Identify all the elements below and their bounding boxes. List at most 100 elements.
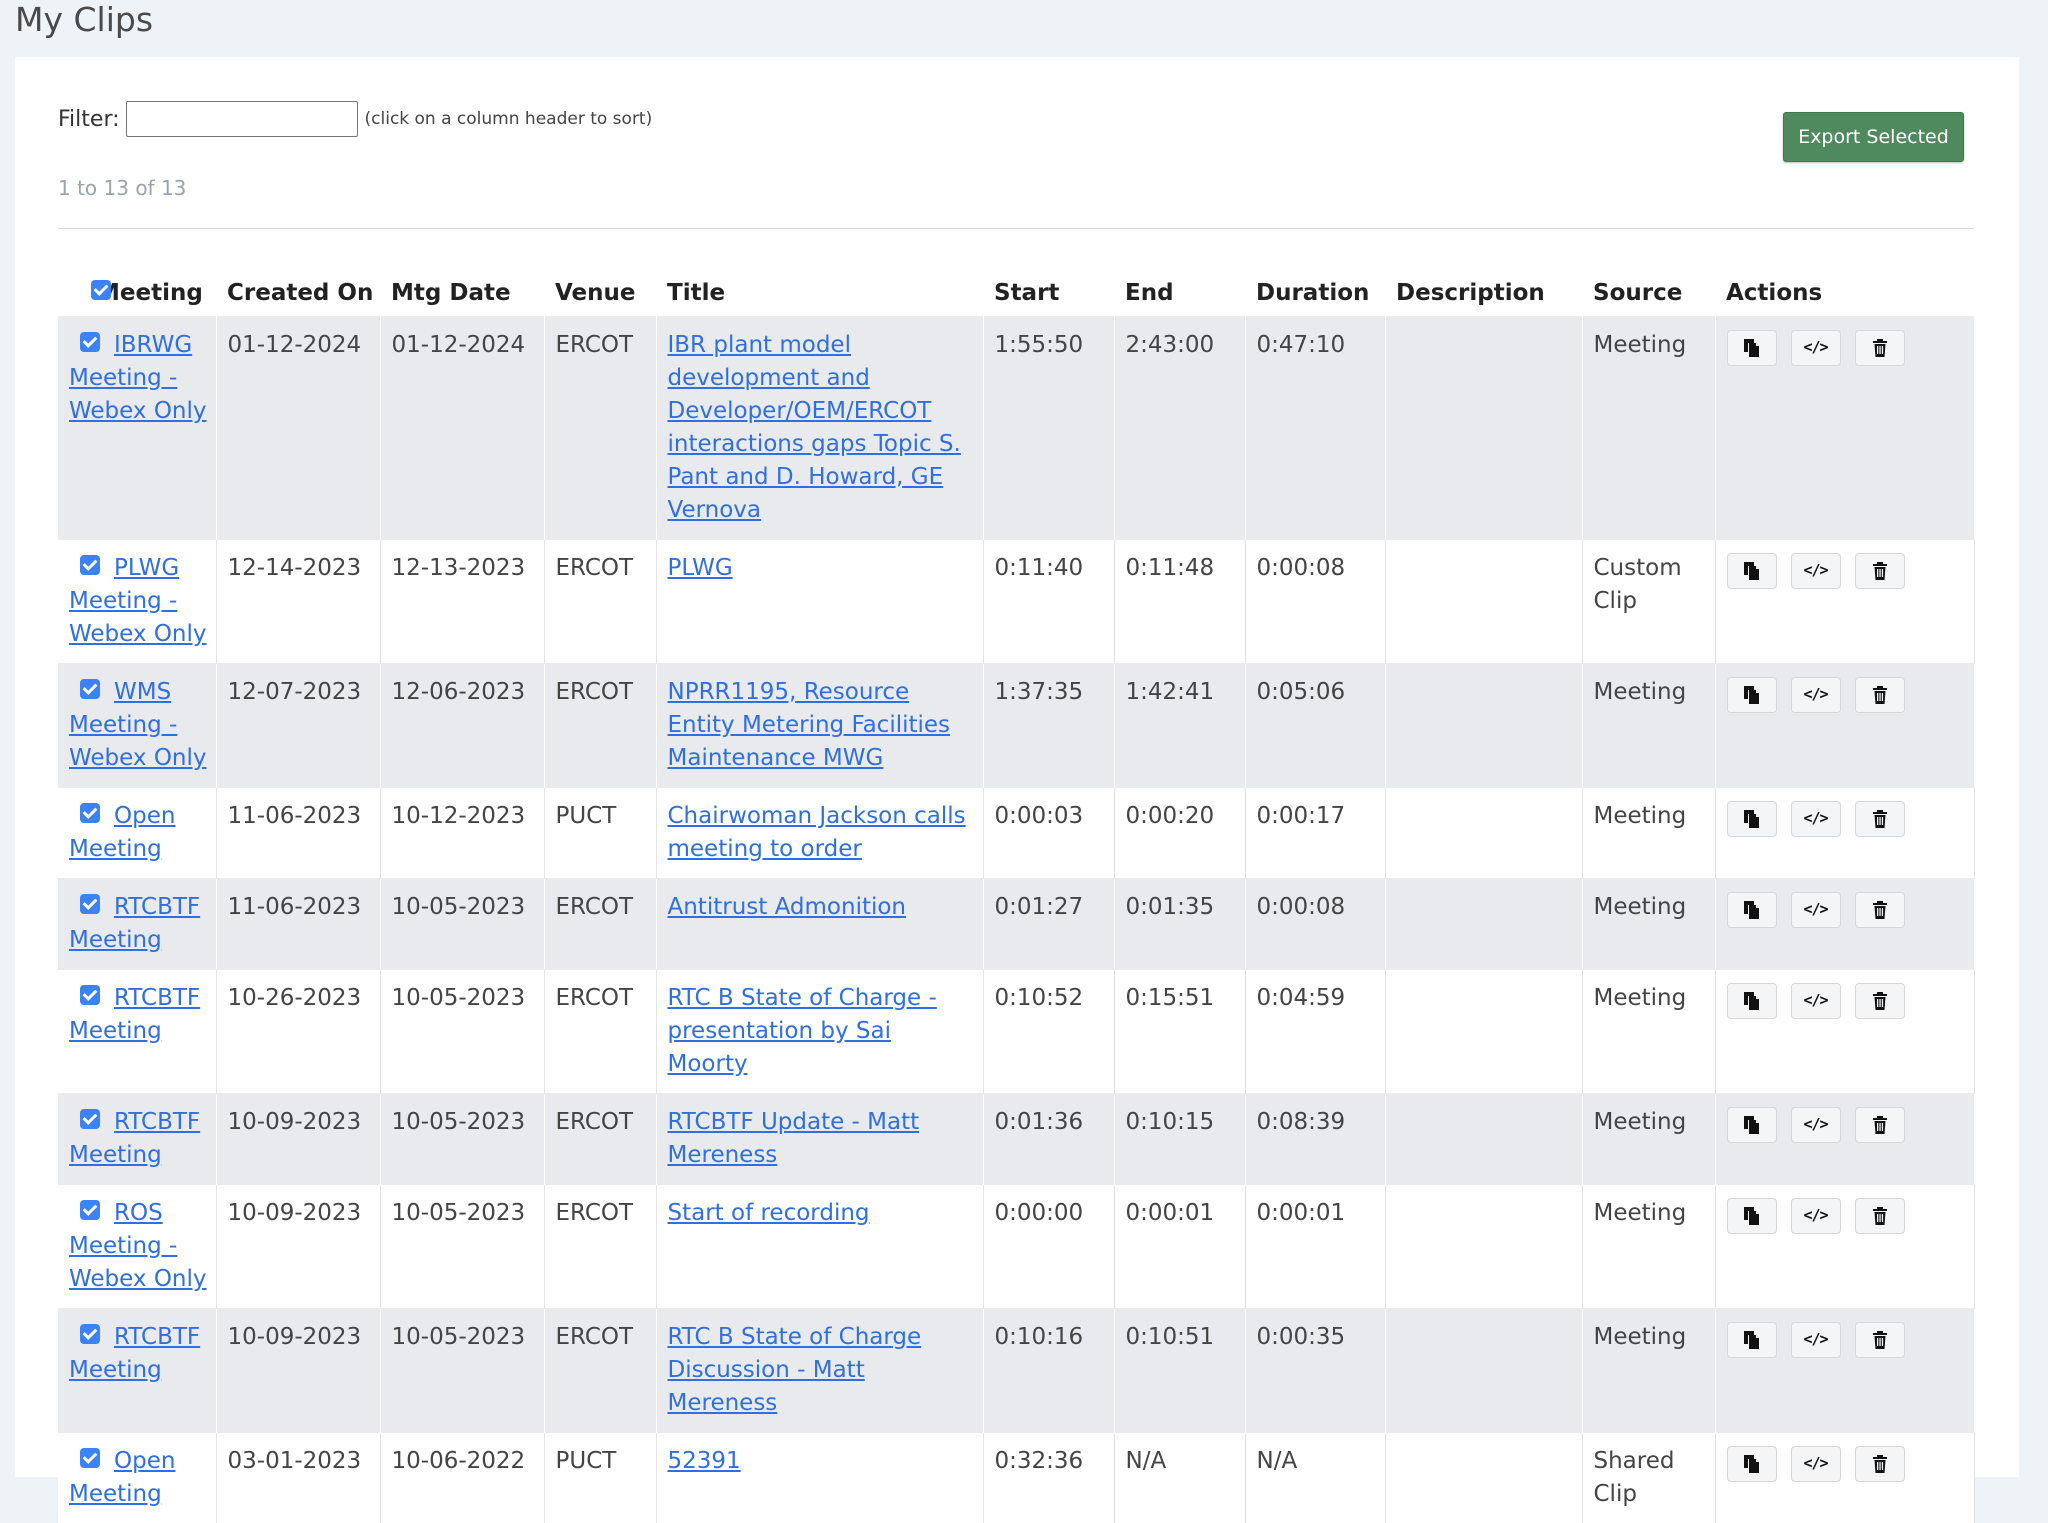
row-checkbox[interactable] <box>80 985 100 1005</box>
meeting-link[interactable]: RTCBTF Meeting <box>69 1108 201 1168</box>
cell-actions: </> <box>1715 878 1975 969</box>
delete-button[interactable] <box>1854 552 1905 589</box>
meeting-link[interactable]: WMS Meeting - Webex Only <box>69 678 207 771</box>
code-icon: </> <box>1803 561 1828 579</box>
meeting-link[interactable]: RTCBTF Meeting <box>69 984 201 1044</box>
title-link[interactable]: IBR plant model development and Develope… <box>667 331 961 523</box>
cell-start: 0:32:36 <box>983 1432 1115 1523</box>
cell-actions: </> <box>1715 1432 1975 1523</box>
filter-input[interactable] <box>125 101 358 137</box>
column-header-start[interactable]: Start <box>994 279 1060 306</box>
table-header-row: Meeting Created On Mtg Date Venue Title … <box>58 242 1974 316</box>
embed-code-button[interactable]: </> <box>1790 982 1841 1019</box>
delete-button[interactable] <box>1854 1106 1905 1143</box>
cell-duration: 0:04:59 <box>1245 969 1386 1093</box>
copy-button[interactable] <box>1726 676 1777 713</box>
row-checkbox[interactable] <box>80 894 100 914</box>
embed-code-button[interactable]: </> <box>1790 676 1841 713</box>
delete-button[interactable] <box>1854 329 1905 366</box>
delete-button[interactable] <box>1854 1197 1905 1234</box>
title-link[interactable]: 52391 <box>667 1447 741 1474</box>
cell-title: Antitrust Admonition <box>656 878 984 969</box>
row-checkbox[interactable] <box>80 1448 100 1468</box>
row-actions: </> <box>1726 1197 1966 1234</box>
embed-code-button[interactable]: </> <box>1790 1321 1841 1358</box>
cell-description <box>1385 316 1583 539</box>
title-link[interactable]: RTC B State of Charge Discussion - Matt … <box>667 1323 922 1416</box>
meeting-link[interactable]: IBRWG Meeting - Webex Only <box>69 331 207 424</box>
embed-code-button[interactable]: </> <box>1790 1106 1841 1143</box>
select-all-checkbox[interactable] <box>91 280 111 300</box>
copy-button[interactable] <box>1726 982 1777 1019</box>
column-header-created-on[interactable]: Created On <box>227 279 374 306</box>
embed-code-button[interactable]: </> <box>1790 329 1841 366</box>
cell-actions: </> <box>1715 316 1975 539</box>
delete-button[interactable] <box>1854 1321 1905 1358</box>
column-header-description[interactable]: Description <box>1396 279 1545 306</box>
column-header-venue[interactable]: Venue <box>555 279 636 306</box>
copy-icon <box>1743 1330 1759 1349</box>
copy-button[interactable] <box>1726 552 1777 589</box>
title-link[interactable]: Start of recording <box>667 1199 870 1226</box>
column-header-duration[interactable]: Duration <box>1256 279 1370 306</box>
row-actions: </> <box>1726 1445 1966 1482</box>
row-checkbox[interactable] <box>80 1200 100 1220</box>
delete-button[interactable] <box>1854 982 1905 1019</box>
result-count: 1 to 13 of 13 <box>58 176 187 200</box>
row-checkbox[interactable] <box>80 803 100 823</box>
cell-mtg-date: 12-13-2023 <box>380 539 545 663</box>
cell-source: Meeting <box>1582 878 1716 969</box>
meeting-link[interactable]: PLWG Meeting - Webex Only <box>69 554 207 647</box>
column-header-end[interactable]: End <box>1125 279 1174 306</box>
row-checkbox[interactable] <box>80 679 100 699</box>
cell-meeting: ROS Meeting - Webex Only <box>58 1184 217 1308</box>
cell-duration: 0:00:17 <box>1245 787 1386 878</box>
cell-created-on: 10-26-2023 <box>216 969 381 1093</box>
cell-source: Meeting <box>1582 316 1716 539</box>
cell-end: 0:00:01 <box>1114 1184 1246 1308</box>
copy-icon <box>1743 338 1759 357</box>
copy-button[interactable] <box>1726 800 1777 837</box>
embed-code-button[interactable]: </> <box>1790 800 1841 837</box>
copy-button[interactable] <box>1726 1106 1777 1143</box>
cell-meeting: PLWG Meeting - Webex Only <box>58 539 217 663</box>
cell-created-on: 12-14-2023 <box>216 539 381 663</box>
title-link[interactable]: Chairwoman Jackson calls meeting to orde… <box>667 802 966 862</box>
embed-code-button[interactable]: </> <box>1790 891 1841 928</box>
table-row: RTCBTF Meeting 10-09-2023 10-05-2023 ERC… <box>58 1093 1975 1184</box>
meeting-link[interactable]: RTCBTF Meeting <box>69 893 201 953</box>
column-header-source[interactable]: Source <box>1593 279 1683 306</box>
cell-end: 0:01:35 <box>1114 878 1246 969</box>
row-checkbox[interactable] <box>80 1324 100 1344</box>
title-link[interactable]: RTC B State of Charge - presentation by … <box>667 984 937 1077</box>
column-header-title[interactable]: Title <box>667 279 726 306</box>
meeting-link[interactable]: RTCBTF Meeting <box>69 1323 201 1383</box>
meeting-link[interactable]: ROS Meeting - Webex Only <box>69 1199 207 1292</box>
cell-title: NPRR1195, Resource Entity Metering Facil… <box>656 663 984 787</box>
delete-button[interactable] <box>1854 891 1905 928</box>
cell-created-on: 03-01-2023 <box>216 1432 381 1523</box>
cell-venue: ERCOT <box>544 878 657 969</box>
title-link[interactable]: Antitrust Admonition <box>667 893 907 920</box>
embed-code-button[interactable]: </> <box>1790 552 1841 589</box>
embed-code-button[interactable]: </> <box>1790 1197 1841 1234</box>
title-link[interactable]: NPRR1195, Resource Entity Metering Facil… <box>667 678 951 771</box>
copy-button[interactable] <box>1726 891 1777 928</box>
delete-button[interactable] <box>1854 800 1905 837</box>
column-header-meeting[interactable]: Meeting <box>58 242 216 316</box>
meeting-link[interactable]: Open Meeting <box>69 802 176 862</box>
column-header-mtg-date[interactable]: Mtg Date <box>391 279 511 306</box>
copy-button[interactable] <box>1726 1321 1777 1358</box>
row-checkbox[interactable] <box>80 555 100 575</box>
export-selected-button[interactable]: Export Selected <box>1783 112 1964 162</box>
row-checkbox[interactable] <box>80 332 100 352</box>
trash-icon <box>1872 685 1887 704</box>
row-checkbox[interactable] <box>80 1109 100 1129</box>
title-link[interactable]: PLWG <box>667 554 733 581</box>
row-actions: </> <box>1726 800 1966 837</box>
cell-duration: 0:47:10 <box>1245 316 1386 539</box>
copy-button[interactable] <box>1726 329 1777 366</box>
delete-button[interactable] <box>1854 676 1905 713</box>
copy-button[interactable] <box>1726 1197 1777 1234</box>
title-link[interactable]: RTCBTF Update - Matt Mereness <box>667 1108 920 1168</box>
